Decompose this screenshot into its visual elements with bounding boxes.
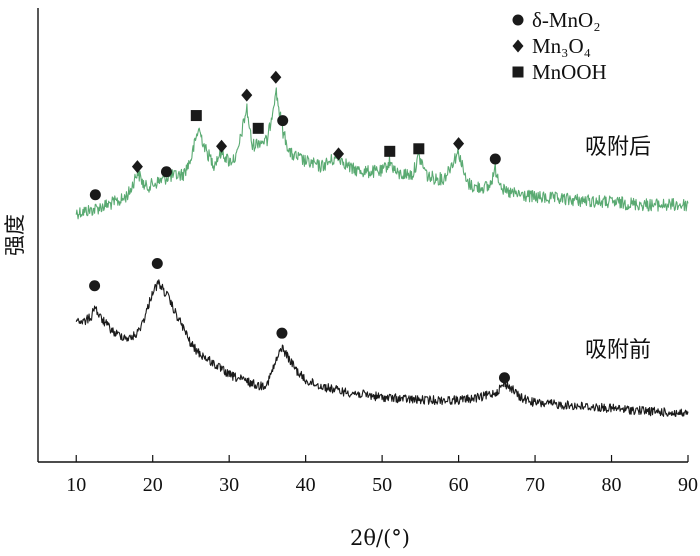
series-group (75, 87, 689, 418)
peak-marker-square (252, 122, 264, 134)
y-axis-title: 强度 (3, 214, 27, 256)
peak-markers (89, 70, 510, 384)
axes (37, 8, 688, 463)
peak-marker-diamond (270, 70, 282, 84)
peak-marker-square (413, 143, 425, 155)
series-label: 吸附后 (585, 135, 651, 160)
peak-marker-square (190, 110, 202, 122)
x-tick-label: 10 (66, 474, 86, 496)
x-tick-label: 70 (525, 474, 545, 496)
x-tick-label: 50 (372, 474, 392, 496)
x-tick-label: 60 (449, 474, 469, 496)
peak-marker-circle (89, 189, 101, 201)
peak-marker-circle (276, 327, 288, 339)
series-label: 吸附前 (585, 338, 651, 363)
x-tick-label: 30 (219, 474, 239, 496)
peak-marker-diamond (333, 147, 345, 161)
x-axis-ticks: 10 20 30 40 50 60 70 80 90 (66, 455, 698, 496)
peak-marker-circle (89, 280, 101, 292)
peak-marker-circle (489, 153, 501, 165)
series-line-before (75, 279, 689, 418)
legend-label: MnOOH (532, 60, 607, 84)
x-tick-label: 40 (296, 474, 316, 496)
peak-marker-circle (160, 166, 172, 178)
peak-marker-diamond (453, 137, 465, 151)
x-tick-label: 90 (678, 474, 698, 496)
legend-label: Mn₃O₄ (532, 34, 591, 58)
legend-label: δ-MnO₂ (532, 8, 601, 32)
legend-marker-square (512, 66, 524, 78)
x-tick-label: 20 (143, 474, 163, 496)
peak-marker-diamond (241, 88, 253, 102)
peak-marker-circle (277, 115, 289, 127)
peak-marker-square (384, 145, 396, 157)
legend-marker-circle (512, 14, 524, 26)
legend-marker-diamond (512, 39, 524, 53)
series-line-after (75, 87, 689, 220)
peak-marker-diamond (216, 139, 228, 153)
peak-marker-circle (498, 372, 510, 384)
peak-marker-circle (151, 257, 163, 269)
x-axis-title: 2θ/(°) (350, 526, 410, 550)
x-tick-label: 80 (602, 474, 622, 496)
peak-marker-diamond (131, 160, 143, 174)
